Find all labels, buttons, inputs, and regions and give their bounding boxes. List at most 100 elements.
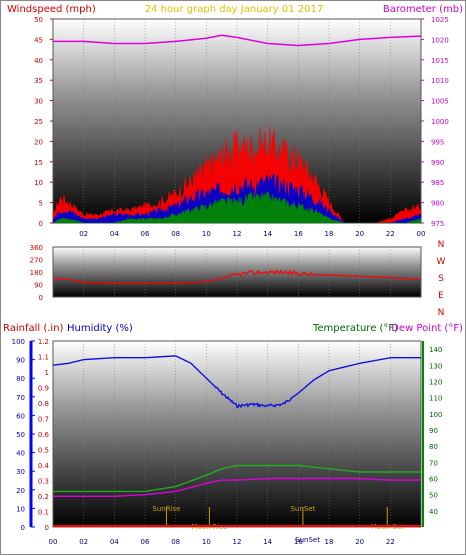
time-tick-label: 10 <box>202 538 211 546</box>
windspeed-tick-label: 5 <box>39 200 43 208</box>
time-tick-label: 00 <box>417 230 426 238</box>
event-label: SunSet <box>295 536 320 544</box>
temperature-tick-label: 80 <box>429 443 438 451</box>
compass-letter: E <box>438 291 444 301</box>
time-tick-label: 12 <box>233 230 242 238</box>
barometer-line <box>53 34 422 47</box>
windspeed-tick-label: 35 <box>34 77 43 85</box>
time-tick-label: 14 <box>263 230 272 238</box>
dewpoint-line <box>53 477 421 497</box>
time-tick-label: 18 <box>325 230 334 238</box>
rainfall-tick-label: 0.2 <box>38 493 49 501</box>
humidity-tick-label: 10 <box>16 505 25 513</box>
windspeed-tick-label: 45 <box>34 36 43 44</box>
time-tick-label: 04 <box>110 538 119 546</box>
time-tick-label: 04 <box>110 230 119 238</box>
direction-tick-label: 270 <box>30 257 43 265</box>
time-tick-label: 08 <box>171 230 180 238</box>
humidity-axis-title: Humidity (%) <box>67 323 133 334</box>
humidity-tick-label: 30 <box>16 468 25 476</box>
rainfall-tick-label: 0 <box>45 524 49 532</box>
rainfall-tick-label: 0.4 <box>38 462 50 470</box>
rainfall-tick-label: 1 <box>45 369 49 377</box>
windspeed-tick-label: 20 <box>34 138 43 146</box>
temperature-axis-title: Temperature (°F) <box>312 323 398 334</box>
humidity-tick-label: 100 <box>12 338 25 346</box>
temperature-tick-label: 110 <box>429 395 442 403</box>
barometer-tick-label: 1015 <box>431 57 449 65</box>
time-tick-label: 22 <box>386 230 395 238</box>
time-tick-label: 06 <box>141 230 150 238</box>
compass-letter: N <box>438 240 445 250</box>
time-tick-label: 00 <box>49 538 58 546</box>
rainfall-tick-label: 0.6 <box>38 431 50 439</box>
time-tick-label: 20 <box>355 230 364 238</box>
humidity-tick-label: 70 <box>16 394 25 402</box>
windspeed-tick-label: 15 <box>34 159 43 167</box>
barometer-tick-label: 975 <box>431 220 444 228</box>
humidity-line <box>52 355 421 409</box>
barometer-tick-label: 1020 <box>431 36 449 44</box>
windspeed-tick-label: 40 <box>34 57 43 65</box>
rainfall-tick-label: 0.9 <box>38 385 49 393</box>
direction-tick-label: 180 <box>30 269 43 277</box>
time-tick-label: 06 <box>141 538 150 546</box>
barometer-tick-label: 1005 <box>431 98 449 106</box>
windspeed-tick-label: 50 <box>34 16 43 24</box>
rainfall-tick-label: 0.1 <box>38 509 49 517</box>
humidity-tick-label: 0 <box>21 524 25 532</box>
temperature-tick-label: 50 <box>429 492 438 500</box>
temperature-tick-label: 60 <box>429 475 438 483</box>
barometer-tick-label: 1010 <box>431 77 449 85</box>
event-label: SunSet <box>291 505 316 513</box>
temperature-line <box>53 464 421 493</box>
temperature-tick-label: 40 <box>429 508 438 516</box>
rainfall-tick-label: 0.3 <box>38 478 49 486</box>
direction-tick-label: 360 <box>30 244 43 252</box>
rainfall-axis-title: Rainfall (.in) <box>3 323 64 334</box>
chart-title: 24 hour graph day January 01 2017 <box>145 4 323 15</box>
time-tick-label: 02 <box>79 230 88 238</box>
wind-series-2 <box>52 191 422 224</box>
rainfall-tick-label: 1.2 <box>38 338 49 346</box>
temperature-tick-label: 100 <box>429 411 442 419</box>
wind-direction-line <box>53 269 421 284</box>
time-tick-label: 20 <box>355 538 364 546</box>
direction-tick-label: 0 <box>39 294 43 302</box>
humidity-tick-label: 40 <box>16 450 25 458</box>
humidity-tick-label: 20 <box>16 487 25 495</box>
windspeed-tick-label: 0 <box>39 220 43 228</box>
compass-letter: W <box>437 257 446 267</box>
compass-letter: S <box>438 274 444 284</box>
rainfall-tick-label: 0.7 <box>38 416 49 424</box>
humidity-tick-label: 90 <box>16 357 25 365</box>
temperature-tick-label: 90 <box>429 427 438 435</box>
rainfall-tick-label: 1.1 <box>38 354 49 362</box>
windspeed-tick-label: 10 <box>34 179 43 187</box>
windspeed-tick-label: 30 <box>34 98 43 106</box>
windspeed-tick-label: 25 <box>34 118 43 126</box>
temperature-tick-label: 120 <box>429 378 442 386</box>
time-tick-label: 10 <box>202 230 211 238</box>
temperature-tick-label: 130 <box>429 362 442 370</box>
temperature-tick-label: 70 <box>429 459 438 467</box>
direction-tick-label: 90 <box>34 282 43 290</box>
barometer-tick-label: 1000 <box>431 118 449 126</box>
rainfall-tick-label: 0.5 <box>38 447 49 455</box>
rainfall-tick-label: 0.8 <box>38 400 49 408</box>
humidity-tick-label: 60 <box>16 412 25 420</box>
barometer-tick-label: 980 <box>431 200 444 208</box>
time-tick-label: 16 <box>294 538 303 546</box>
time-tick-label: 02 <box>79 538 88 546</box>
time-tick-label: 12 <box>233 538 242 546</box>
temperature-tick-label: 140 <box>429 346 442 354</box>
windspeed-axis-title: Windspeed (mph) <box>7 4 96 15</box>
time-tick-label: 22 <box>386 538 395 546</box>
humidity-tick-label: 80 <box>16 375 25 383</box>
barometer-tick-label: 1025 <box>431 16 449 24</box>
time-tick-label: 16 <box>294 230 303 238</box>
time-tick-label: 18 <box>325 538 334 546</box>
dewpoint-axis-title: Dew Point (°F) <box>391 323 463 334</box>
